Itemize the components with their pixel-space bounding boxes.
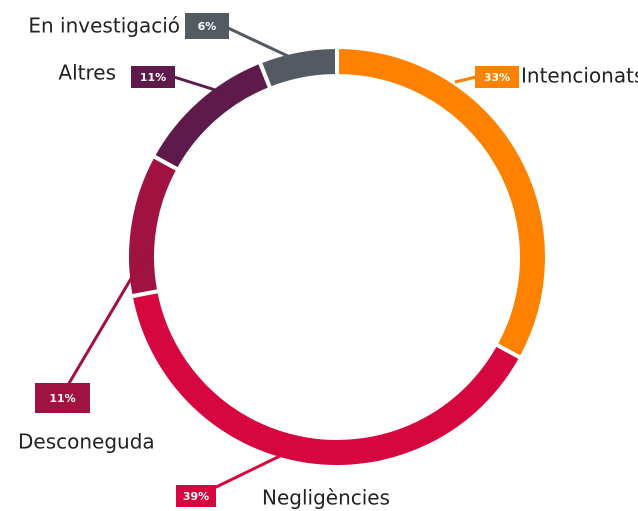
- leader-line: [454, 75, 477, 84]
- value-label-box: [176, 485, 216, 507]
- leader-line: [209, 453, 283, 492]
- value-label-box: [475, 66, 519, 88]
- donut-slice: [128, 288, 524, 469]
- leader-line: [66, 249, 150, 386]
- category-label: Desconeguda: [18, 430, 155, 454]
- donut-slice: [335, 44, 549, 361]
- category-label: Altres: [58, 61, 116, 85]
- value-label-box: [185, 13, 229, 39]
- value-label: 11%: [140, 71, 166, 84]
- value-label: 33%: [484, 71, 510, 84]
- leader-line: [173, 75, 226, 95]
- leader-line: [227, 26, 293, 60]
- category-label: Negligències: [262, 486, 390, 510]
- value-label-box: [131, 66, 175, 88]
- category-label: Intencionats: [521, 64, 638, 88]
- value-label: 11%: [49, 392, 75, 405]
- donut-slice: [257, 44, 339, 92]
- value-label: 6%: [198, 20, 217, 33]
- category-label: En investigació: [28, 14, 180, 38]
- value-label-box: [35, 383, 90, 413]
- value-label: 39%: [183, 490, 209, 503]
